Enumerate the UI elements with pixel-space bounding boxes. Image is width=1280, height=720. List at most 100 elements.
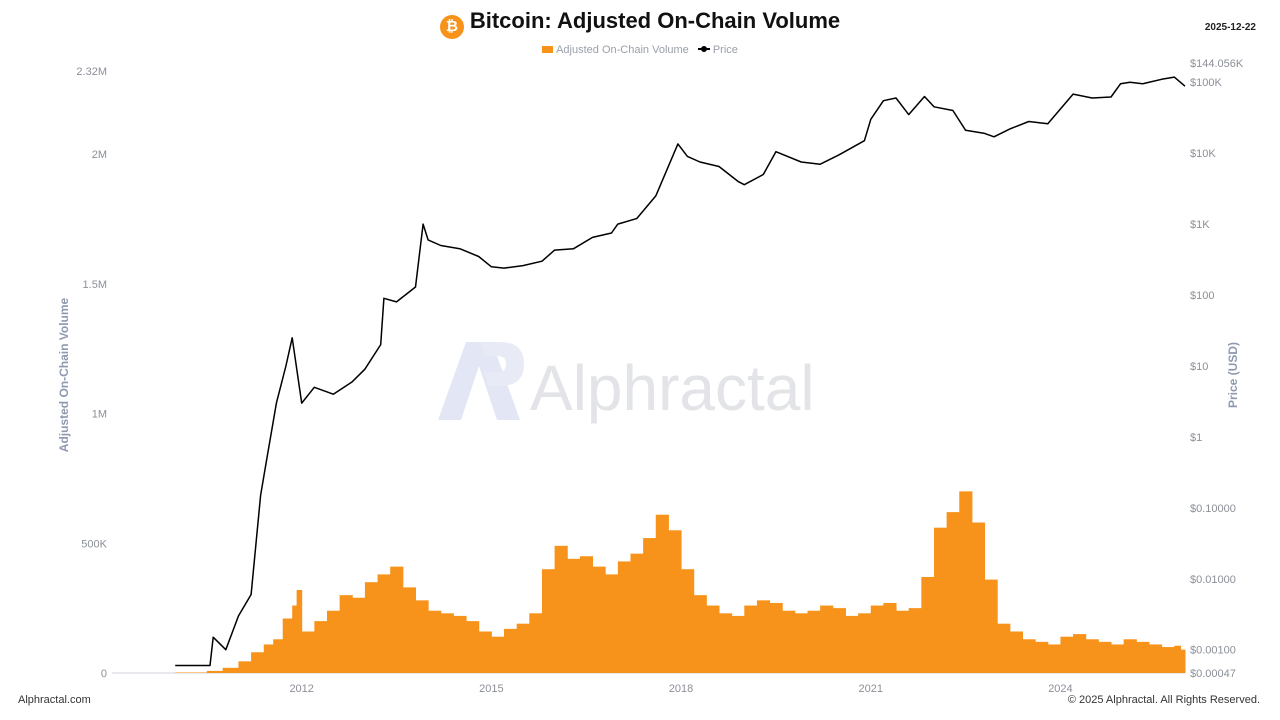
x-axis: 2012 2015 2018 2021 2024 [112,672,1185,695]
left-tick-label: 1M [92,409,107,421]
volume-bar [175,672,208,673]
left-axis: 0 500K 1M 1.5M 2M 2.32M [76,66,107,680]
volume-bar [296,589,303,673]
volume-bar [541,569,556,673]
chart-date: 2025-12-22 [1204,22,1256,33]
volume-bar [997,623,1011,673]
volume-bar [1022,639,1036,673]
volume-bar [579,556,594,673]
volume-bar [326,610,341,673]
left-axis-title: Adjusted On-Chain Volume [57,297,71,452]
volume-bar [630,553,644,673]
x-tick-label: 2024 [1048,683,1072,695]
volume-bar [933,527,948,673]
chart-title-container: ₿ Bitcoin: Adjusted On-Chain Volume [0,8,1280,39]
volume-bar [896,610,910,673]
volume-bar [731,615,745,673]
legend-item-volume[interactable]: Adjusted On-Chain Volume [542,44,689,56]
volume-bar [858,613,872,673]
volume-bar [453,615,467,673]
volume-bar [1060,636,1074,673]
volume-bar [491,636,505,673]
volume-bar [292,605,298,673]
volume-bar [1123,639,1137,673]
volume-bar [908,608,922,673]
volume-bar [1047,644,1061,673]
volume-bar [1073,634,1087,673]
volume-bar [352,597,366,673]
right-axis-title: Price (USD) [1226,342,1240,408]
volume-bar [222,667,239,673]
volume-bar [820,605,834,673]
volume-bar [1111,644,1125,673]
left-tick-label: 0 [101,668,107,680]
volume-bar [921,576,935,673]
volume-bar [364,582,379,673]
watermark-logo-shape [438,342,520,420]
volume-bar [794,613,809,673]
volume-bar [592,566,606,673]
volume-bar [668,530,682,673]
left-tick-label: 1.5M [83,279,107,291]
volume-bar [1009,631,1024,673]
volume-bar [516,623,530,673]
volume-bar [655,514,669,673]
right-tick-label: $0.10000 [1190,503,1236,515]
volume-bar [946,512,960,673]
volume-bar [832,608,846,673]
volume-bar [870,605,884,673]
right-tick-label: $1 [1190,432,1202,444]
price-line [175,76,1186,667]
legend-label-volume: Adjusted On-Chain Volume [556,44,689,56]
volume-bar [1180,649,1186,673]
volume-bar [782,610,796,673]
volume-bar [554,545,568,673]
volume-bar [756,600,771,673]
volume-bar [744,605,758,673]
volume-bar [273,639,284,673]
footer-site-link[interactable]: Alphractal.com [18,694,91,706]
volume-bar [339,595,353,673]
legend-swatch-volume [542,46,554,53]
right-tick-label: $10K [1190,148,1216,160]
volume-bar [617,561,631,673]
volume-bar [238,661,252,673]
volume-bar [567,558,581,673]
volume-bar [605,574,619,673]
volume-bar [402,587,417,673]
legend-item-price[interactable]: Price [697,44,738,56]
volume-bar [1035,641,1049,673]
volume-bar [390,566,404,673]
watermark-text: Alphractal [530,352,815,424]
volume-bars [175,491,1186,673]
volume-bar [428,610,442,673]
volume-bar [206,670,224,673]
volume-bar [693,595,707,673]
left-tick-label: 2M [92,149,107,161]
volume-bar [643,538,657,673]
right-tick-label: $0.00100 [1190,645,1236,657]
watermark-logo-bowl [480,342,524,386]
volume-bar [314,621,328,673]
right-tick-label: $144.056K [1190,58,1244,70]
volume-bar [883,602,897,673]
volume-bar [263,644,274,673]
volume-bar [282,618,293,673]
volume-bar [251,652,265,673]
volume-bar [845,615,859,673]
legend-swatch-price [697,46,710,52]
right-axis: $0.00047 $0.00100 $0.01000 $0.10000 $1 $10 $10… [1190,58,1244,680]
volume-bar [807,610,821,673]
volume-bar [1085,639,1099,673]
watermark: Alphractal [438,342,815,424]
volume-bar [959,491,973,673]
volume-bar [478,631,492,673]
volume-bar [681,569,695,673]
volume-bar [466,621,480,673]
volume-bar [301,631,315,673]
volume-bar [719,613,733,673]
legend-label-price: Price [712,44,738,56]
volume-bar [377,574,391,673]
footer-copyright: © 2025 Alphractal. All Rights Reserved. [1067,694,1260,706]
